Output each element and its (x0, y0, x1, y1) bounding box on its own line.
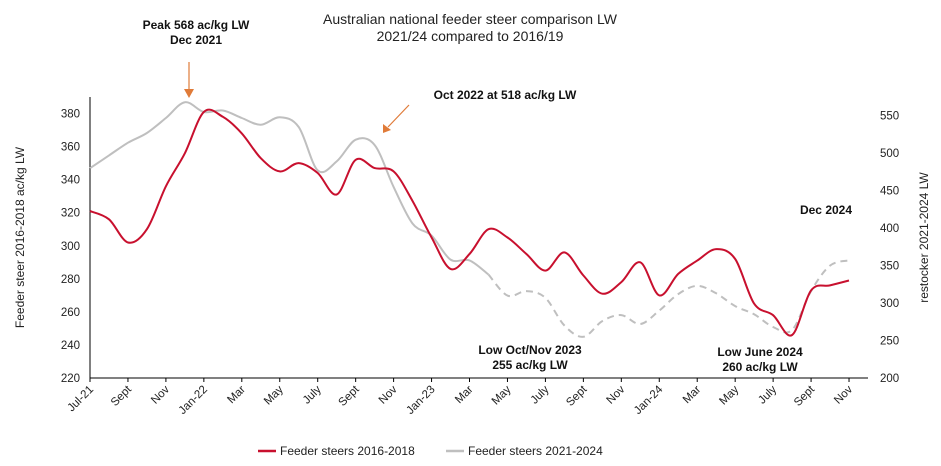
annotation-text: Dec 2024 (800, 203, 852, 217)
x-tick-label: July (529, 383, 552, 406)
legend-item: Feeder steers 2021-2024 (446, 444, 603, 458)
annotation-arrow-oct22 (387, 104, 410, 128)
y-left-tick-label: 240 (61, 340, 80, 352)
series-line-feeder-steers-2021-2024-dashed (487, 259, 850, 338)
y-left-tick-label: 220 (61, 373, 80, 385)
legend-item: Feeder steers 2016-2018 (258, 444, 415, 458)
x-tick-label: Mar (225, 384, 248, 407)
y-right-tick-label: 450 (880, 186, 899, 198)
y-left-tick-label: 360 (61, 142, 80, 154)
y-left-tick-label: 320 (61, 208, 80, 220)
x-tick-label: Nov (377, 383, 400, 406)
y-right-tick-label: 200 (880, 373, 899, 385)
legend: Feeder steers 2016-2018 Feeder steers 202… (258, 444, 603, 458)
x-tick-label: May (490, 383, 514, 407)
y-right-tick-label: 550 (880, 111, 899, 123)
x-tick-label: July (301, 383, 324, 406)
y-right-tick-label: 300 (880, 298, 899, 310)
y-right-tick-label: 500 (880, 148, 899, 160)
y-axis-right: 200 250 300 350 400 450 500 550 restocker 2021-2… (880, 111, 931, 385)
annotation-arrowhead-oct22 (383, 124, 391, 133)
x-tick-label: Nov (149, 383, 172, 406)
x-tick-label: Jan-24 (632, 383, 666, 417)
y-left-tick-label: 260 (61, 307, 80, 319)
chart-title: Australian national feeder steer compari… (323, 11, 618, 44)
y-left-tick-label: 340 (61, 175, 80, 187)
x-tick-label: May (262, 383, 286, 407)
x-tick-label: Jul-21 (65, 384, 96, 415)
annotation-text: Dec 2021 (170, 33, 222, 47)
y-left-tick-label: 280 (61, 274, 80, 286)
y-right-tick-label: 350 (880, 261, 899, 273)
annotation-text: Low Oct/Nov 2023 (478, 343, 582, 357)
annotation-text: Low June 2024 (717, 345, 803, 359)
y-right-tick-label: 250 (880, 336, 899, 348)
y-axis-right-label: restocker 2021-2024 LW (917, 172, 931, 303)
y-right-tick-label: 400 (880, 223, 899, 235)
y-axis-left-label: Feeder steer 2016-2018 ac/kg LW (13, 146, 27, 328)
x-tick-label: Sept (337, 383, 363, 409)
x-tick-label: Sept (109, 383, 135, 409)
x-tick-label: Jan-22 (177, 384, 210, 417)
annotation-text: Peak 568 ac/kg LW (143, 18, 250, 32)
y-left-tick-label: 380 (61, 109, 80, 121)
series-line-feeder-steers-2016-2018 (89, 108, 850, 337)
legend-label: Feeder steers 2016-2018 (280, 444, 415, 458)
x-tick-label: July (756, 383, 779, 406)
legend-label: Feeder steers 2021-2024 (468, 444, 603, 458)
x-tick-label: Mar (453, 384, 476, 407)
series-line-feeder-steers-2021-2024-solid (89, 101, 490, 276)
x-tick-label: Sept (792, 383, 818, 409)
x-tick-label: Jan-23 (404, 384, 437, 417)
x-tick-label: Mar (681, 384, 704, 407)
x-axis: Jul-21 Sept Nov Jan-22 Mar May July Sept Nov Jan-… (65, 377, 868, 417)
annotation-text: 255 ac/kg LW (492, 358, 568, 372)
annotation-text: Oct 2022 at 518 ac/kg LW (434, 88, 577, 102)
x-tick-label: Sept (564, 383, 590, 409)
series-lines (89, 101, 850, 338)
x-tick-label: Nov (604, 383, 627, 406)
chart-title-line: 2021/24 compared to 2016/19 (377, 28, 564, 44)
annotation-text: 260 ac/kg LW (722, 360, 798, 374)
x-tick-label: Nov (832, 383, 855, 406)
annotation-arrowhead-peak (184, 89, 194, 98)
y-left-tick-label: 300 (61, 241, 80, 253)
chart-title-line: Australian national feeder steer compari… (323, 11, 618, 27)
y-axis-left: 220 240 260 280 300 320 340 360 380 Feeder steer … (13, 97, 91, 385)
x-tick-label: May (717, 383, 741, 407)
